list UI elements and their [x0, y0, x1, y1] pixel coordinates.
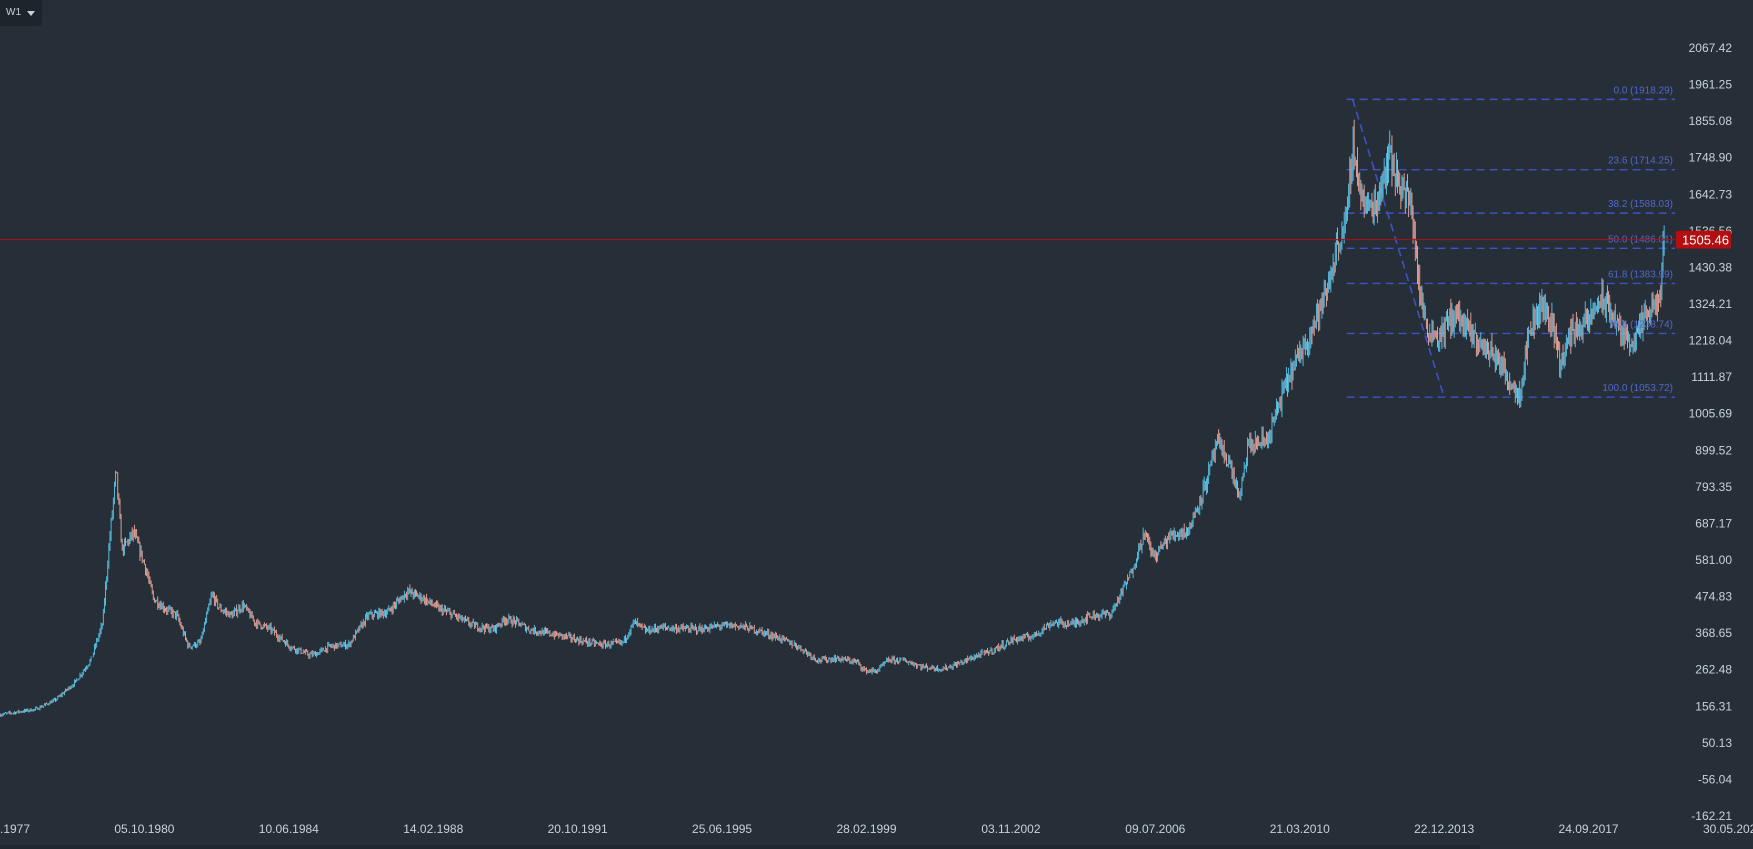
x-tick-label: 22.12.2013 — [1414, 822, 1474, 836]
timeframe-label: W1 — [6, 7, 21, 18]
x-tick-label: 03.11.2002 — [981, 822, 1040, 836]
y-tick-label: 368.65 — [1695, 626, 1732, 640]
y-tick-label: 474.83 — [1695, 590, 1732, 604]
price-series — [0, 119, 1665, 717]
y-tick-label: 262.48 — [1695, 663, 1732, 677]
fib-level-label: 38.2 (1588.03) — [1608, 199, 1673, 210]
x-tick-label: 05.10.1980 — [114, 822, 174, 836]
price-axis[interactable]: 2067.421961.251855.081748.901642.731536.… — [1689, 41, 1733, 823]
y-tick-label: 1111.87 — [1691, 370, 1732, 384]
x-tick-label: 09.07.2006 — [1125, 822, 1185, 836]
x-tick-label: 24.09.2017 — [1559, 822, 1619, 836]
x-tick-label: 14.02.1988 — [403, 822, 463, 836]
fibonacci-retracement[interactable] — [1346, 98, 1675, 398]
y-tick-label: 1961.25 — [1689, 78, 1733, 92]
current-price-badge: 1505.46 — [1676, 230, 1731, 249]
y-tick-label: 899.52 — [1695, 443, 1732, 457]
fib-level-label: 0.0 (1918.29) — [1614, 85, 1674, 96]
x-tick-label: 30.05.2021 — [1703, 822, 1753, 836]
x-tick-label: 21.03.2010 — [1270, 822, 1330, 836]
y-tick-label: 1324.21 — [1689, 297, 1733, 311]
x-tick-label: 10.06.1984 — [259, 822, 319, 836]
y-tick-label: 1855.08 — [1689, 114, 1733, 128]
scroll-strip[interactable] — [0, 845, 1480, 849]
x-tick-label: 28.02.1999 — [836, 822, 896, 836]
fib-level-label: 100.0 (1053.72) — [1602, 383, 1673, 394]
fib-level-label: 61.8 (1383.99) — [1608, 269, 1673, 280]
y-tick-label: 1430.38 — [1689, 260, 1733, 274]
y-tick-label: 687.17 — [1695, 516, 1732, 530]
y-tick-label: 156.31 — [1695, 699, 1732, 713]
fib-level-label: 23.6 (1714.25) — [1608, 156, 1673, 167]
x-tick-label: 25.06.1995 — [692, 822, 752, 836]
time-axis[interactable]: 30.01.1977 05.10.1980 10.06.1984 14.02.1988… — [0, 822, 1753, 836]
x-tick-label: 20.10.1991 — [548, 822, 608, 836]
fib-level-label: 78.6 (1238.74) — [1608, 319, 1673, 330]
y-tick-label: -162.21 — [1691, 809, 1732, 823]
x-tick-label: 30.01.1977 — [0, 822, 30, 836]
y-tick-label: 1218.04 — [1689, 334, 1733, 348]
y-tick-label: 581.00 — [1695, 553, 1732, 567]
y-tick-label: 1748.90 — [1689, 151, 1733, 165]
timeframe-selector[interactable]: W1 — [0, 0, 42, 26]
y-tick-label: 793.35 — [1695, 480, 1732, 494]
y-tick-label: 2067.42 — [1689, 41, 1733, 55]
y-tick-label: 50.13 — [1702, 736, 1732, 750]
caret-down-icon — [27, 10, 35, 16]
y-tick-label: -56.04 — [1698, 772, 1732, 786]
y-tick-label: 1642.73 — [1689, 187, 1733, 201]
y-tick-label: 1005.69 — [1689, 407, 1733, 421]
current-price-label: 1505.46 — [1682, 233, 1729, 248]
